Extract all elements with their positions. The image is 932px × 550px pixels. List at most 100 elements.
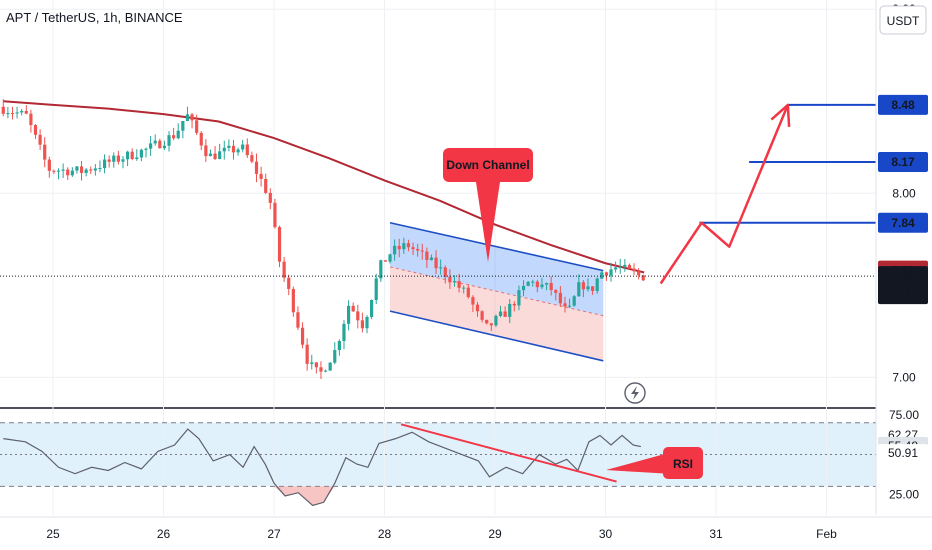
candle — [300, 327, 305, 345]
candle — [581, 282, 585, 290]
candle — [314, 362, 318, 368]
y-tick-label: 8.00 — [892, 186, 916, 200]
candle — [623, 264, 627, 267]
candle — [287, 277, 291, 289]
candle — [158, 140, 162, 149]
candle — [204, 145, 208, 157]
candle — [360, 320, 364, 329]
candle — [241, 144, 245, 150]
candle — [79, 166, 84, 173]
candle — [333, 350, 337, 363]
candle — [462, 287, 466, 289]
candle — [125, 151, 130, 160]
candle — [429, 257, 434, 261]
price-badge — [878, 212, 928, 233]
candle — [498, 311, 503, 316]
candle — [379, 260, 383, 279]
candle — [305, 344, 309, 364]
candle — [558, 292, 562, 304]
rsi-line — [3, 428, 641, 507]
candle — [15, 112, 19, 114]
candle — [466, 287, 470, 298]
candle — [84, 169, 88, 173]
x-tick-label: 27 — [267, 527, 281, 541]
candle — [346, 305, 351, 324]
candle — [567, 305, 572, 307]
replay-icon[interactable] — [624, 382, 646, 404]
candle — [614, 267, 618, 270]
price-badge-label: 8.17 — [891, 155, 915, 169]
candle — [457, 281, 461, 288]
candle — [572, 296, 576, 306]
rsi-callout-pointer — [606, 452, 672, 474]
candle — [208, 153, 213, 157]
down-channel-label: Down Channel — [446, 158, 529, 172]
candle — [319, 367, 323, 372]
candle — [595, 278, 599, 291]
candle — [351, 305, 355, 312]
candle — [471, 297, 475, 305]
candle — [250, 155, 254, 162]
candle — [139, 149, 143, 158]
candle — [282, 261, 286, 278]
y-tick-label: 7.00 — [892, 370, 916, 384]
candle — [254, 161, 259, 174]
price-badge-label: 8.48 — [891, 98, 915, 112]
candle — [365, 316, 369, 329]
candle — [29, 113, 33, 126]
current-price-label: 7.55 — [891, 269, 915, 283]
candle — [291, 288, 295, 313]
candle — [218, 151, 222, 159]
candle — [397, 245, 401, 250]
price-badge — [878, 152, 928, 172]
candle — [112, 155, 116, 162]
rsi-badge — [878, 444, 928, 463]
moving-average-line — [3, 100, 645, 274]
candle — [425, 251, 429, 261]
candle — [526, 281, 530, 286]
candle — [102, 159, 107, 169]
candle — [439, 267, 443, 269]
candle — [388, 254, 392, 262]
candle — [632, 268, 636, 272]
candle — [181, 121, 185, 131]
candle — [222, 147, 226, 152]
candle — [554, 290, 558, 293]
candle — [508, 303, 512, 317]
chart-title: APT / TetherUS, 1h, BINANCE — [6, 10, 183, 25]
candle — [153, 140, 157, 144]
candle — [135, 157, 139, 159]
candle — [416, 249, 420, 251]
candle — [370, 300, 374, 317]
x-tick-label: 26 — [157, 527, 171, 541]
candle — [480, 311, 484, 320]
candle — [61, 169, 65, 171]
candle — [167, 135, 171, 146]
candle — [627, 264, 632, 269]
candle — [310, 362, 314, 364]
rsi-callout-label: RSI — [673, 457, 693, 471]
price-badge-label: 7.84 — [891, 216, 915, 230]
candle — [144, 148, 148, 150]
candle — [47, 159, 51, 171]
candle — [66, 169, 70, 176]
candle — [268, 192, 272, 203]
x-tick-label: 30 — [599, 527, 613, 541]
candle — [434, 257, 438, 269]
down-channel-pointer — [476, 182, 500, 262]
candle — [20, 110, 24, 113]
candle — [116, 155, 120, 162]
channel-midline — [389, 266, 604, 317]
candle — [296, 312, 300, 328]
candle — [489, 323, 493, 326]
down-channel-callout — [443, 148, 533, 182]
countdown-label: 38:17 — [888, 287, 918, 301]
candle — [176, 130, 180, 139]
currency-label: USDT — [887, 14, 920, 28]
currency-button[interactable] — [879, 5, 927, 35]
candle — [535, 281, 539, 288]
candle — [600, 272, 604, 279]
candle — [531, 281, 535, 283]
candle — [130, 151, 134, 159]
